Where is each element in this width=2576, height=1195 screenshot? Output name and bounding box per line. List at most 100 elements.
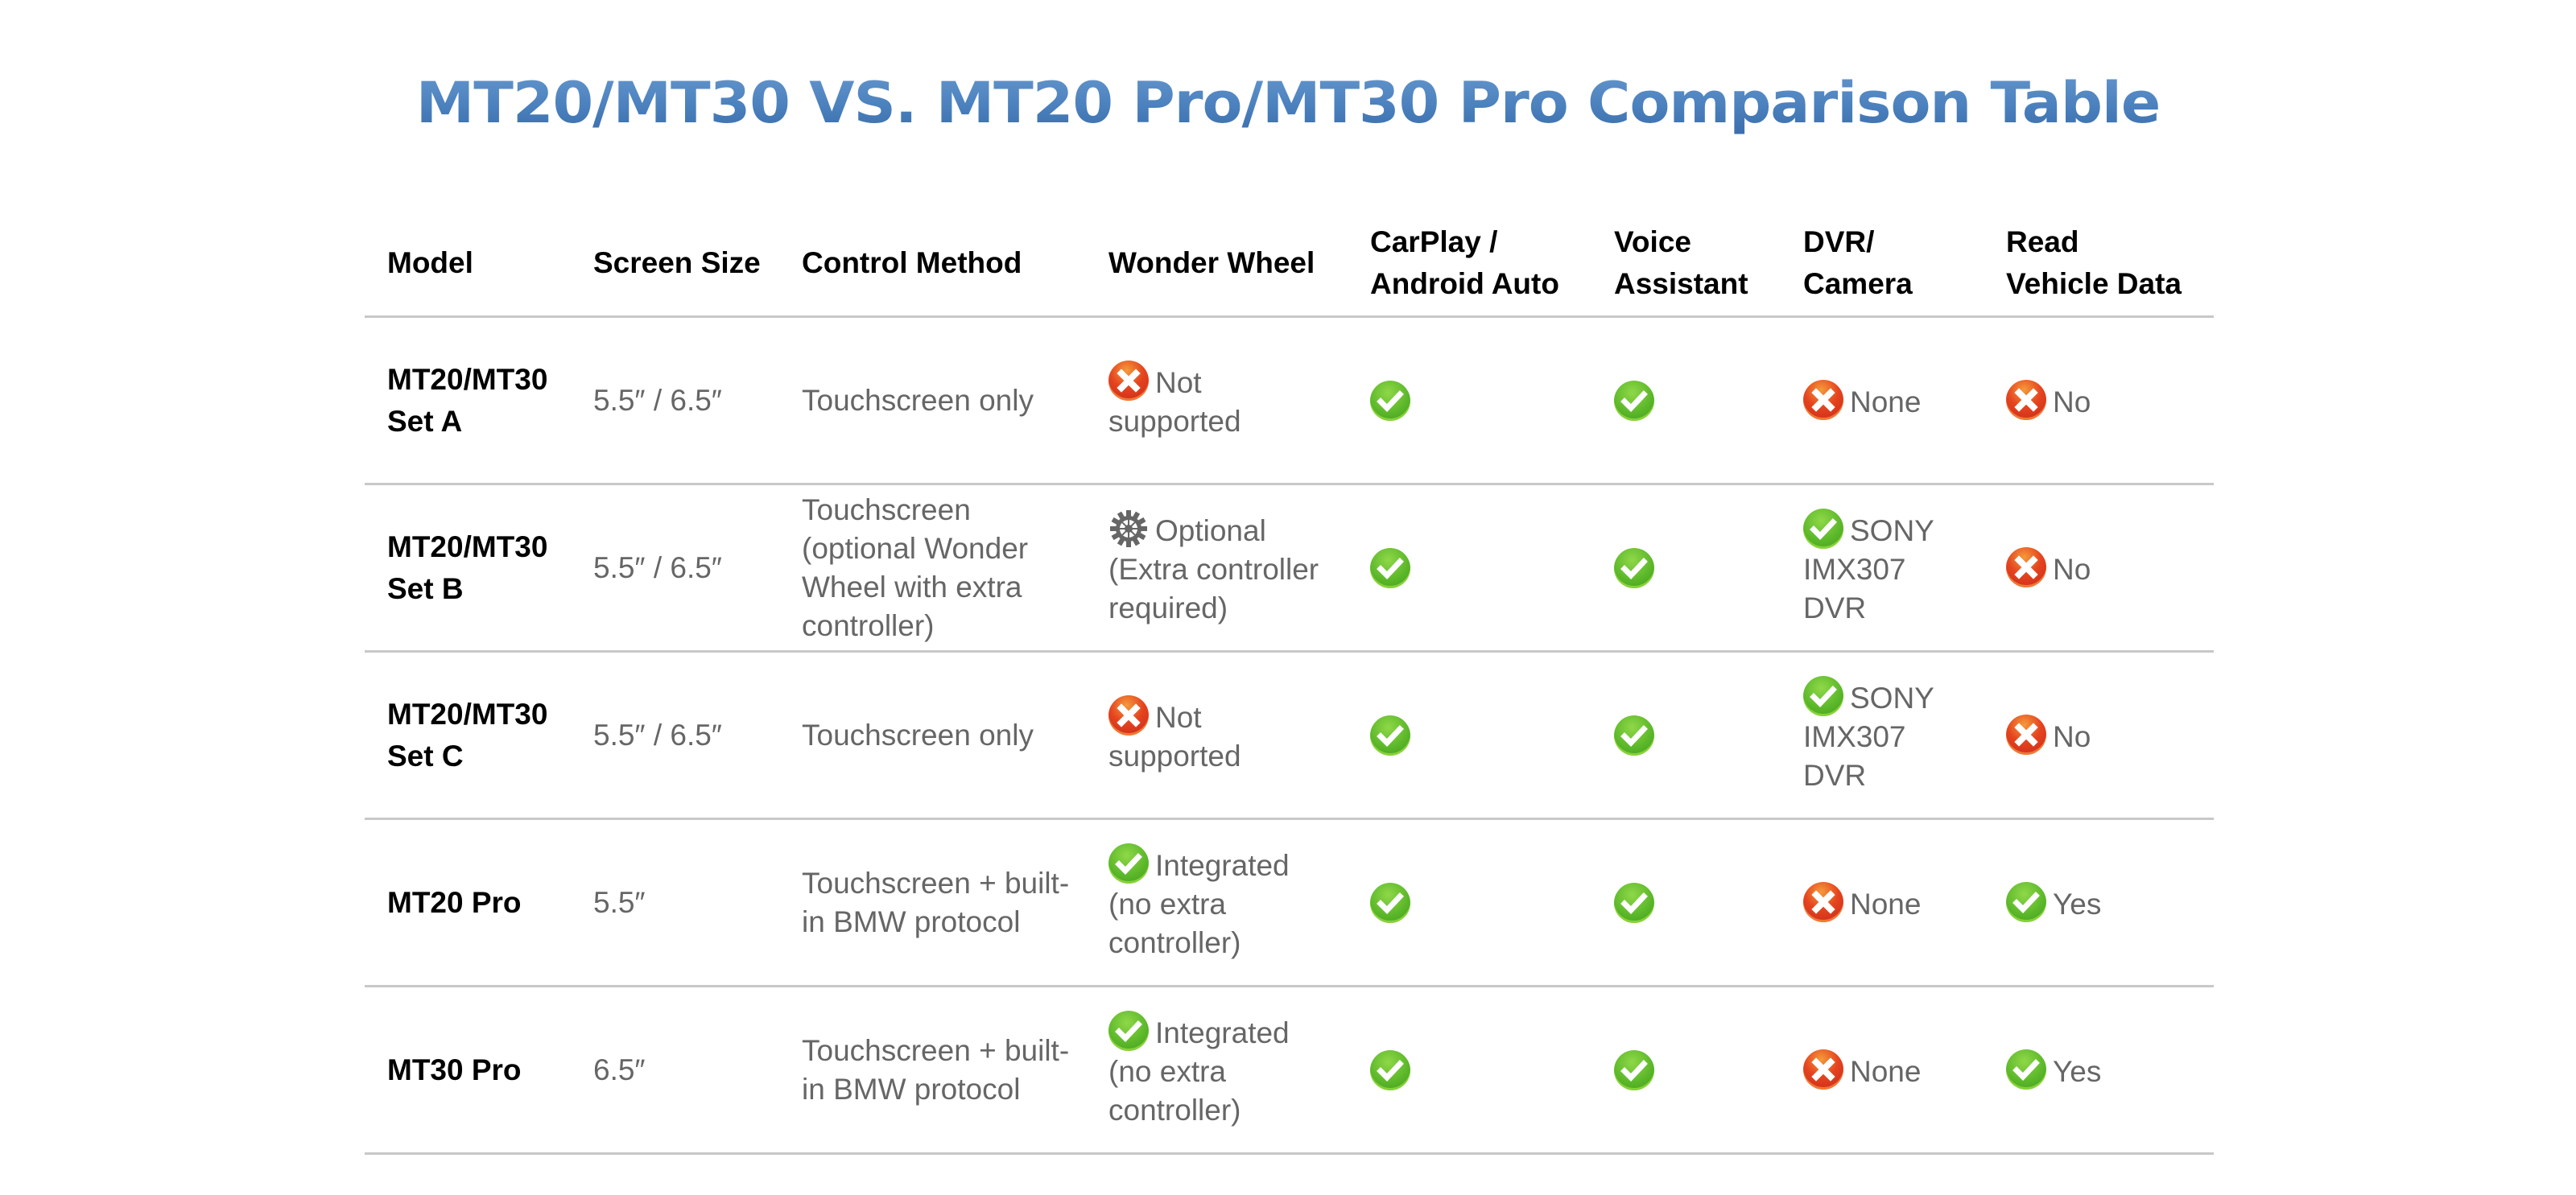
wonder-wheel-cell: Optional (Extra controller required) [1086, 509, 1348, 628]
screen-size-value: 5.5″ [593, 885, 646, 919]
check-icon [1614, 715, 1654, 756]
voice-assistant-cell [1591, 380, 1781, 422]
carplay-cell [1348, 715, 1591, 756]
model-cell: MT20/MT30 Set B [365, 526, 571, 610]
header-label: Screen Size [593, 246, 761, 279]
table-row: MT20/MT30 Set B 5.5″ / 6.5″ Touchscreen (op… [365, 485, 2214, 653]
vehicle-data-cell: No [1984, 714, 2214, 756]
header-label: Voice [1614, 225, 1691, 258]
dvr-camera-value: SONY IMX307 DVR [1803, 681, 1934, 792]
check-icon [1614, 1050, 1654, 1091]
screen-size-cell: 5.5″ / 6.5″ [571, 549, 779, 587]
header-label: Read [2006, 225, 2079, 258]
control-method-cell: Touchscreen only [779, 716, 1086, 755]
cross-icon [1803, 1049, 1843, 1090]
model-name: MT30 Pro [387, 1053, 522, 1086]
dvr-camera-cell: SONY IMX307 DVR [1781, 508, 1984, 628]
check-icon [1108, 1010, 1149, 1051]
header-vehicle-data: Read Vehicle Data [1984, 212, 2214, 305]
cross-icon [2006, 546, 2046, 587]
dvr-camera-value: None [1850, 385, 1922, 418]
screen-size-value: 5.5″ / 6.5″ [593, 383, 722, 417]
vehicle-data-value: Yes [2053, 887, 2102, 921]
model-name: MT20/MT30 [387, 362, 548, 396]
header-label: Camera [1803, 267, 1913, 300]
cross-icon [2006, 379, 2046, 420]
header-label: Assistant [1614, 267, 1748, 300]
wonder-wheel-value: Integrated (no extra controller) [1108, 1016, 1290, 1127]
header-control-method: Control Method [779, 233, 1086, 284]
check-icon [1614, 381, 1654, 422]
header-label: Vehicle Data [2006, 267, 2182, 300]
wonder-wheel-value: Not supported [1108, 365, 1241, 438]
control-method-value: Touchscreen only [802, 718, 1034, 752]
check-icon [1370, 883, 1410, 924]
cross-icon [1803, 881, 1843, 922]
vehicle-data-cell: Yes [1984, 881, 2214, 924]
screen-size-cell: 5.5″ [571, 884, 779, 922]
vehicle-data-value: No [2053, 719, 2091, 753]
model-cell: MT20 Pro [365, 882, 571, 924]
vehicle-data-value: Yes [2053, 1054, 2102, 1088]
carplay-cell [1348, 882, 1591, 924]
screen-size-value: 6.5″ [593, 1053, 646, 1086]
cross-icon [1108, 694, 1149, 736]
carplay-cell [1348, 547, 1591, 589]
model-name: MT20 Pro [387, 885, 522, 919]
header-label: Model [387, 246, 473, 279]
dvr-camera-value: None [1850, 887, 1922, 921]
table-row: MT20 Pro 5.5″ Touchscreen + built-in BMW p… [365, 820, 2214, 987]
header-label: DVR/ [1803, 225, 1875, 258]
carplay-cell [1348, 1049, 1591, 1091]
wonder-wheel-cell: Not supported [1086, 360, 1348, 441]
header-wonder-wheel: Wonder Wheel [1086, 233, 1348, 284]
comparison-table: Model Screen Size Control Method Wonder … [365, 201, 2214, 1155]
check-icon [1370, 381, 1410, 422]
check-icon [1370, 548, 1410, 589]
wonder-wheel-value: Optional (Extra controller required) [1108, 513, 1319, 624]
control-method-value: Touchscreen + built-in BMW protocol [802, 1033, 1070, 1106]
carplay-cell [1348, 380, 1591, 422]
voice-assistant-cell [1591, 1049, 1781, 1091]
table-header-row: Model Screen Size Control Method Wonder … [365, 201, 2214, 318]
header-label: Control Method [802, 246, 1022, 279]
dvr-camera-value: None [1850, 1054, 1922, 1088]
header-screen-size: Screen Size [571, 233, 779, 284]
check-icon [1803, 508, 1843, 549]
check-icon [1370, 715, 1410, 756]
page-title: MT20/MT30 VS. MT20 Pro/MT30 Pro Comparis… [0, 63, 2576, 143]
wonder-wheel-value: Integrated (no extra controller) [1108, 848, 1290, 959]
header-dvr-camera: DVR/Camera [1781, 212, 1984, 305]
control-method-cell: Touchscreen only [779, 381, 1086, 420]
screen-size-cell: 5.5″ / 6.5″ [571, 381, 779, 420]
control-method-value: Touchscreen only [802, 383, 1034, 417]
control-method-cell: Touchscreen + built-in BMW protocol [779, 864, 1086, 942]
control-method-cell: Touchscreen (optional Wonder Wheel with … [779, 491, 1086, 645]
cross-icon [1803, 379, 1843, 420]
vehicle-data-cell: No [1984, 546, 2214, 589]
header-carplay: CarPlay / Android Auto [1348, 212, 1591, 305]
model-cell: MT30 Pro [365, 1049, 571, 1091]
vehicle-data-value: No [2053, 385, 2091, 418]
control-method-cell: Touchscreen + built-in BMW protocol [779, 1032, 1086, 1109]
model-variant: Set C [387, 739, 464, 773]
vehicle-data-value: No [2053, 552, 2091, 586]
check-icon [1614, 548, 1654, 589]
dvr-camera-cell: None [1781, 379, 1984, 422]
check-icon [2006, 881, 2046, 922]
wonder-wheel-cell: Integrated (no extra controller) [1086, 843, 1348, 962]
voice-assistant-cell [1591, 715, 1781, 756]
check-icon [1370, 1050, 1410, 1091]
header-label: Android Auto [1370, 267, 1559, 300]
cross-icon [1108, 360, 1149, 401]
dvr-camera-cell: SONY IMX307 DVR [1781, 675, 1984, 795]
table-row: MT20/MT30 Set C 5.5″ / 6.5″ Touchscreen onl… [365, 653, 2214, 820]
model-cell: MT20/MT30 Set A [365, 359, 571, 443]
screen-size-value: 5.5″ / 6.5″ [593, 550, 722, 584]
model-cell: MT20/MT30 Set C [365, 694, 571, 777]
model-name: MT20/MT30 [387, 530, 548, 563]
header-model: Model [365, 233, 571, 284]
gear-icon [1108, 509, 1149, 549]
wonder-wheel-value: Not supported [1108, 700, 1241, 773]
screen-size-cell: 6.5″ [571, 1051, 779, 1090]
